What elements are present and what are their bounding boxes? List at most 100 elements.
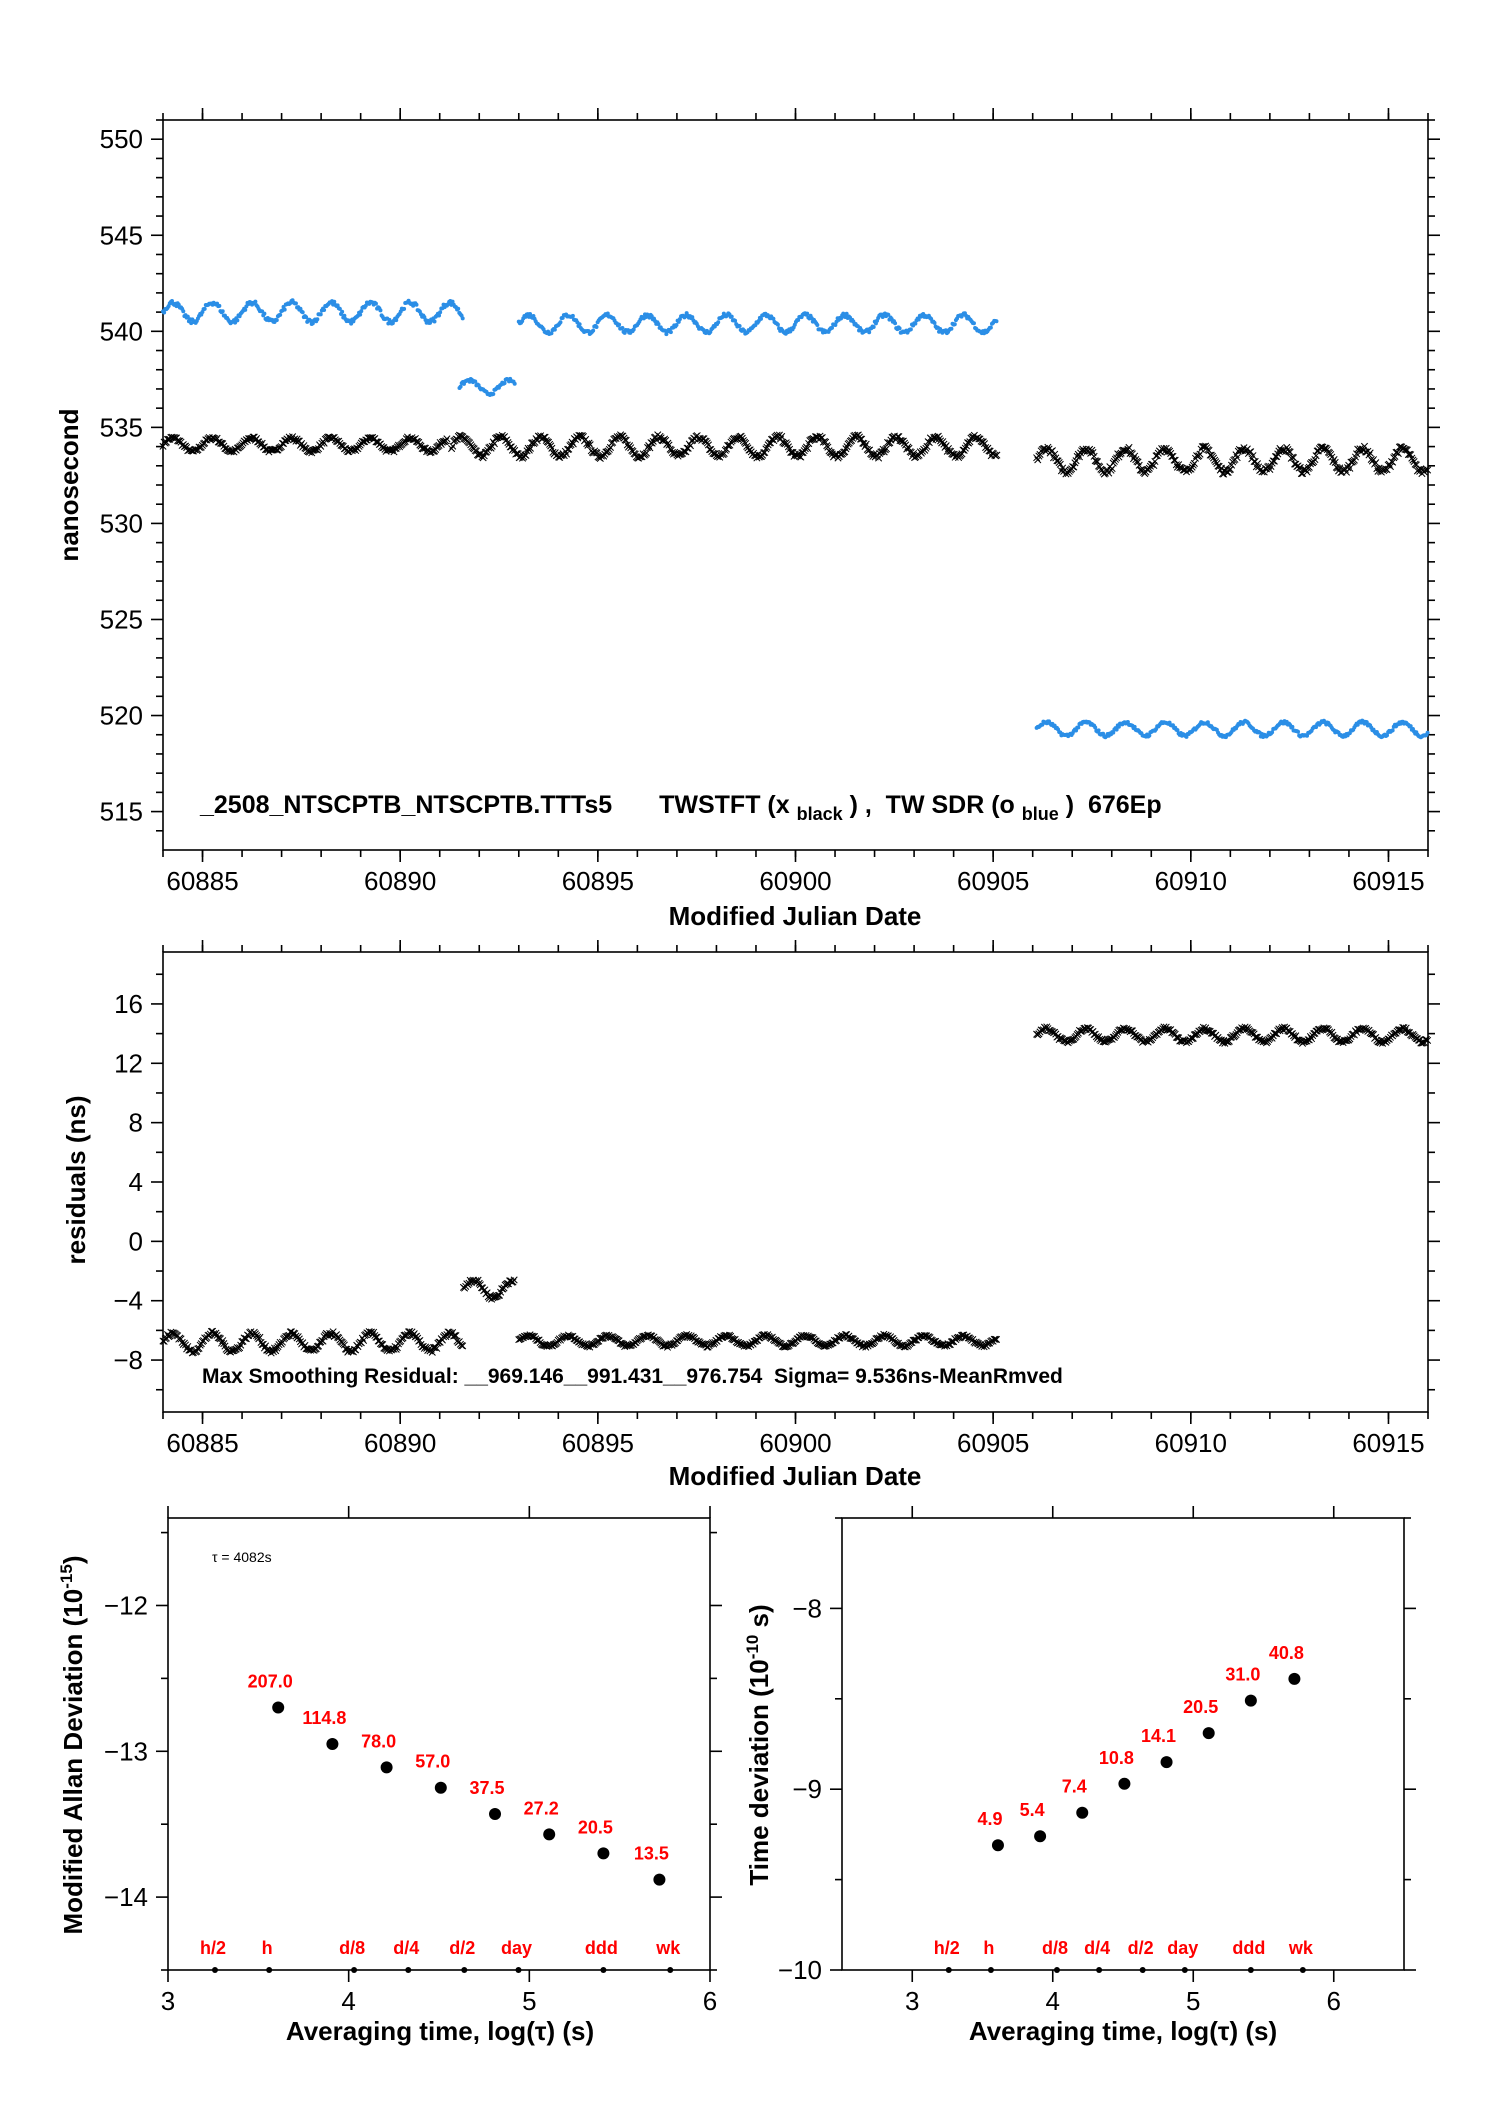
data-point-x [584, 441, 592, 449]
data-point-x [662, 1341, 670, 1349]
data-point-x [597, 1334, 605, 1342]
data-point-x [1288, 1029, 1296, 1038]
data-point-x [405, 1328, 413, 1336]
y-tick-label: 550 [100, 124, 143, 154]
data-point-x [193, 1347, 201, 1355]
data-point-x [788, 448, 796, 456]
time-marker-dot [266, 1967, 273, 1973]
data-point-x [1286, 448, 1294, 456]
data-point-x [246, 435, 254, 443]
data-point-x [564, 445, 572, 454]
stability-point-label: 10.8 [1099, 1748, 1134, 1768]
time-marker-label: h/2 [200, 1938, 226, 1958]
time-marker-dot [945, 1967, 952, 1973]
data-point-o [1076, 725, 1081, 730]
data-point-x [296, 1338, 305, 1346]
time-marker-dot [667, 1967, 674, 1973]
data-point-x [667, 446, 675, 454]
data-point-x [1093, 458, 1102, 466]
data-point-x [1214, 462, 1222, 470]
data-point-x [544, 438, 553, 446]
data-point-x [1176, 463, 1184, 472]
stability-point [1202, 1727, 1215, 1740]
data-point-x [980, 440, 989, 448]
annotation-tw-sub: black [797, 804, 844, 824]
data-point-o [185, 314, 190, 319]
data-point-o [1093, 725, 1098, 730]
stability-point-label: 27.2 [524, 1798, 559, 1818]
data-point-o [460, 316, 465, 321]
data-point-o [358, 312, 363, 317]
x-tick-label: 60910 [1155, 866, 1227, 896]
data-point-x [856, 435, 865, 443]
data-point-x [420, 444, 428, 452]
x-tick-label: 60895 [562, 1428, 634, 1458]
data-point-x [373, 1333, 381, 1341]
data-point-x [1310, 458, 1318, 466]
data-point-o [844, 311, 849, 316]
data-point-o [363, 303, 368, 308]
data-point-x [1324, 1026, 1332, 1034]
data-point-x [778, 432, 786, 441]
stability-point [1288, 1672, 1301, 1685]
x-tick-label: 60885 [166, 1428, 238, 1458]
tdev-frame [841, 1517, 1405, 1971]
data-point-x [335, 437, 343, 445]
data-point-x [1188, 463, 1196, 471]
time-series-y-ticks: 515 520 525 530 535 540 545 550 [100, 119, 1440, 832]
data-point-x [163, 435, 172, 444]
stability-point [653, 1873, 666, 1886]
data-point-x [455, 431, 464, 439]
data-point-x [933, 1339, 941, 1347]
data-point-x [335, 1334, 343, 1342]
y-tick-label: 545 [100, 220, 143, 250]
data-point-o [293, 301, 298, 306]
data-point-x [1289, 454, 1298, 462]
data-point-o [217, 303, 222, 308]
data-point-x [1166, 447, 1174, 455]
data-point-o [1425, 730, 1430, 735]
x-tick-label: 60915 [1352, 1428, 1424, 1458]
data-point-o [373, 301, 378, 306]
time-series-y-title: nanosecond [54, 408, 84, 561]
x-tick-label: 60915 [1352, 866, 1424, 896]
data-point-x [466, 1276, 474, 1284]
tau-note: τ = 4082s [212, 1549, 272, 1565]
data-point-x [1069, 463, 1077, 471]
time-marker-label: d/8 [339, 1938, 365, 1958]
data-point-x [738, 434, 746, 442]
time-marker-label: h/2 [934, 1938, 960, 1958]
data-point-x [878, 447, 886, 456]
tdev-x-ticks: 3 4 5 6 [905, 1506, 1341, 2016]
tdev-y-title-main: Time deviation (10 [744, 1659, 774, 1885]
y-tick-label: 515 [100, 797, 143, 827]
allan-points: 207.0 114.8 78.0 57.0 37.5 27.2 20.5 13.5 [248, 1672, 669, 1886]
stability-point-label: 4.9 [977, 1809, 1002, 1829]
data-point-x [291, 435, 299, 443]
time-marker-dot [1053, 1967, 1060, 1973]
stability-point [326, 1738, 339, 1750]
data-point-x [494, 1291, 502, 1300]
data-point-o [491, 391, 496, 396]
stability-point-label: 31.0 [1225, 1665, 1260, 1685]
annotation-tw-suffix: ) 676Ep [1066, 791, 1162, 819]
stability-point-label: 207.0 [248, 1672, 293, 1692]
data-point-x [1209, 454, 1218, 462]
data-point-x [347, 1347, 355, 1355]
data-point-x [842, 445, 850, 453]
data-point-x [993, 451, 1001, 459]
y-tick-label: 8 [129, 1108, 143, 1138]
stability-point [380, 1761, 393, 1774]
x-tick-label: 60885 [166, 866, 238, 896]
y-tick-label: 525 [100, 604, 143, 634]
data-point-x [1150, 461, 1158, 470]
data-point-x [1151, 457, 1159, 466]
data-point-x [522, 451, 530, 459]
data-point-x [624, 1341, 632, 1349]
data-point-x [263, 1346, 271, 1354]
stability-point-label: 37.5 [469, 1778, 504, 1798]
data-point-x [583, 1342, 592, 1351]
data-point-o [994, 319, 999, 324]
data-point-o [867, 330, 872, 335]
data-point-o [733, 318, 738, 323]
